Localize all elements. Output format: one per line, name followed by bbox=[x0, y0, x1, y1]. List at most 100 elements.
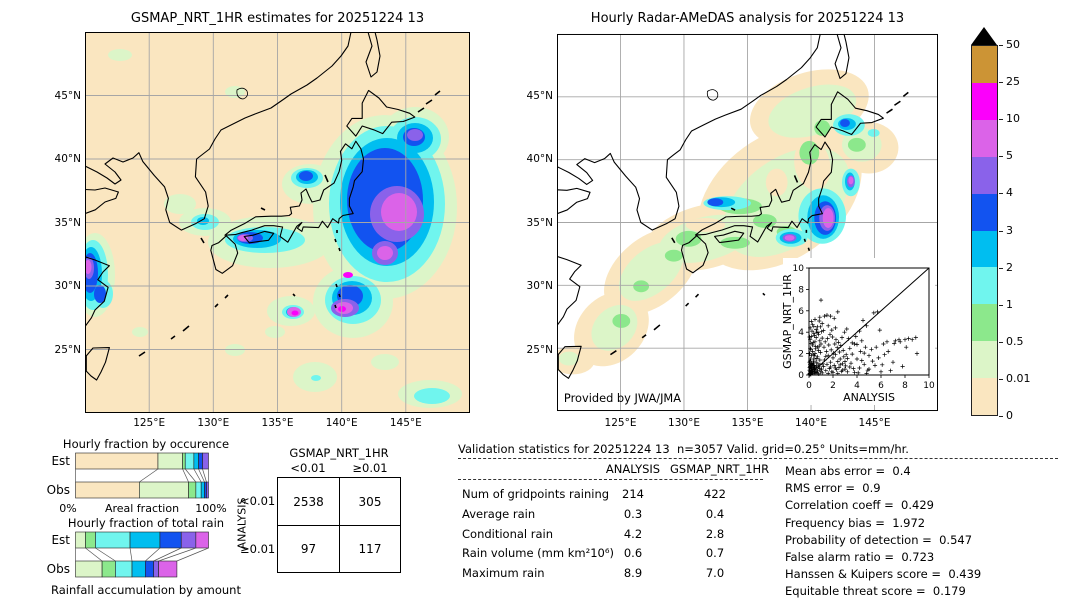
colorbar-tick-label: 10 bbox=[1006, 112, 1020, 126]
colorbar-tick bbox=[999, 230, 1003, 232]
occurrence-axis: 0% Areal fraction 100% bbox=[0, 502, 300, 516]
left-map-lon-tick: 140°E bbox=[325, 417, 358, 429]
svg-text:0: 0 bbox=[798, 371, 804, 381]
right-map-lon-tick: 135°E bbox=[731, 417, 764, 429]
scatter-points bbox=[807, 298, 920, 377]
colorbar-segment bbox=[972, 304, 997, 342]
score-line: RMS error = 0.9 bbox=[785, 481, 881, 496]
totalrain-obs-label: Obs bbox=[46, 562, 70, 576]
colorbar-tick bbox=[999, 45, 1003, 46]
svg-text:2: 2 bbox=[798, 350, 804, 360]
right-map-lat-tick: 30°N bbox=[526, 280, 553, 292]
colorbar-tick-label: 1 bbox=[1006, 297, 1013, 311]
svg-text:6: 6 bbox=[878, 381, 884, 391]
validation-rows: Num of gridpoints raining 214 422 Average r… bbox=[458, 484, 778, 583]
colorbar-tick bbox=[999, 193, 1003, 195]
svg-text:0: 0 bbox=[806, 381, 812, 391]
scatter-inset: 0 2 4 6 8 10 0 2 4 6 8 10 ANALYSIS GSMAP_NRT_1HR bbox=[783, 258, 935, 405]
colorbar-tick bbox=[999, 267, 1003, 269]
divider-header bbox=[458, 479, 763, 480]
gsmap-precipitation-map bbox=[85, 32, 470, 413]
colorbar-tick bbox=[999, 119, 1003, 121]
colorbar-tick-label: 0 bbox=[1006, 409, 1013, 422]
left-map-lat-tick: 35°N bbox=[54, 216, 81, 229]
validation-cell: 8.9 bbox=[623, 566, 643, 581]
totalrain-stacked-bars bbox=[75, 531, 209, 578]
validation-cell: Num of gridpoints raining bbox=[462, 487, 610, 501]
axis-max-label: 100% bbox=[195, 502, 227, 515]
validation-cell: 7.0 bbox=[705, 566, 725, 581]
scatter-xlabel: ANALYSIS bbox=[843, 391, 895, 404]
colorbar-tick bbox=[999, 82, 1003, 84]
validation-scores: Mean abs error = 0.4 RMS error = 0.9 Corre… bbox=[785, 463, 1075, 601]
right-map-lon-tick: 130°E bbox=[668, 417, 700, 429]
totalrain-chart-title: Hourly fraction of total rain bbox=[67, 516, 225, 530]
colorbar-tick-label: 4 bbox=[1006, 186, 1013, 200]
gsmap-precip-shading bbox=[85, 49, 462, 408]
score-line: Probability of detection = 0.547 bbox=[785, 532, 973, 547]
right-map-lat-tick: 25°N bbox=[526, 343, 553, 356]
contingency-row-label-1: <0.01 bbox=[240, 494, 276, 508]
validation-cell: Conditional rain bbox=[462, 526, 554, 541]
validation-row: Rain volume (mm km²10⁶) 0.6 0.7 bbox=[458, 543, 778, 563]
colorbar-tick-label: 0.5 bbox=[1006, 334, 1024, 348]
contingency-row-label-2: ≥0.01 bbox=[240, 542, 276, 556]
score-line: False alarm ratio = 0.723 bbox=[785, 550, 935, 565]
scatter-ylabel: GSMAP_NRT_1HR bbox=[783, 274, 794, 369]
left-map-lat-tick: 25°N bbox=[54, 343, 81, 356]
svg-text:10: 10 bbox=[793, 264, 805, 274]
colorbar-segment bbox=[972, 230, 997, 268]
validation-cell: 0.4 bbox=[705, 506, 725, 521]
validation-cell: 0.6 bbox=[623, 546, 643, 561]
validation-row: Maximum rain 8.9 7.0 bbox=[458, 563, 778, 583]
score-line: Correlation coeff = 0.429 bbox=[785, 498, 934, 513]
score-line: Equitable threat score = 0.179 bbox=[785, 584, 966, 599]
left-map-lat-tick: 40°N bbox=[54, 153, 81, 165]
left-map-lon-tick: 145°E bbox=[389, 417, 422, 429]
colorbar-tick-label: 2 bbox=[1006, 260, 1013, 274]
occurrence-est-label: Est bbox=[51, 454, 70, 468]
contingency-cell-00: 2538 bbox=[293, 494, 324, 509]
totalrain-est-label: Est bbox=[51, 533, 70, 547]
colorbar-segment bbox=[972, 82, 997, 120]
right-map-lon-tick: 125°E bbox=[604, 417, 637, 429]
right-map-title: Hourly Radar-AMeDAS analysis for 2025122… bbox=[590, 11, 905, 26]
colorbar-tick-label: 0.01 bbox=[1006, 371, 1031, 385]
right-map-lon-tick: 145°E bbox=[858, 417, 891, 429]
radar-amedas-map: Provided by JWA/JMA bbox=[557, 33, 938, 412]
validation-cell: Average rain bbox=[462, 506, 536, 521]
validation-title: Validation statistics for 20251224 13 n=… bbox=[458, 442, 909, 456]
validation-cell: Maximum rain bbox=[462, 566, 545, 581]
validation-row: Conditional rain 4.2 2.8 bbox=[458, 524, 778, 544]
left-map-lon-tick: 125°E bbox=[133, 417, 166, 429]
colorbar-tick-label: 5 bbox=[1006, 149, 1013, 163]
column-gsmap: GSMAP_NRT_1HR bbox=[670, 462, 770, 476]
validation-cell: 0.7 bbox=[705, 546, 725, 561]
occurrence-obs-label: Obs bbox=[46, 483, 70, 497]
occurrence-chart-title: Hourly fraction by occurence bbox=[62, 437, 230, 451]
colorbar-tick-label: 50 bbox=[1006, 38, 1020, 51]
colorbar-segment bbox=[972, 341, 997, 379]
right-map-lon-tick: 140°E bbox=[795, 417, 827, 429]
validation-cell: 2.8 bbox=[705, 526, 725, 541]
validation-cell: 422 bbox=[704, 487, 726, 501]
colorbar-tick-label: 25 bbox=[1006, 75, 1020, 89]
left-map-lon-tick: 130°E bbox=[197, 417, 230, 429]
validation-cell: 214 bbox=[622, 487, 644, 501]
validation-cell: Rain volume (mm km²10⁶) bbox=[462, 546, 614, 561]
svg-text:6: 6 bbox=[798, 307, 804, 317]
divider-top bbox=[458, 458, 1058, 459]
occurrence-stacked-bars bbox=[75, 452, 209, 499]
score-line: Mean abs error = 0.4 bbox=[785, 464, 911, 478]
colorbar-over-arrow bbox=[971, 27, 997, 45]
validation-cell: 0.3 bbox=[623, 506, 643, 521]
colorbar-segment bbox=[972, 119, 997, 157]
colorbar-tick bbox=[999, 156, 1003, 158]
contingency-cell-10: 97 bbox=[278, 525, 339, 572]
validation-cell: 4.2 bbox=[623, 526, 643, 541]
left-map-lon-tick: 135°E bbox=[261, 417, 294, 429]
axis-min-label: 0% bbox=[59, 502, 77, 515]
colorbar-segment bbox=[972, 193, 997, 231]
contingency-table: 2538 305 97 117 bbox=[277, 477, 401, 573]
